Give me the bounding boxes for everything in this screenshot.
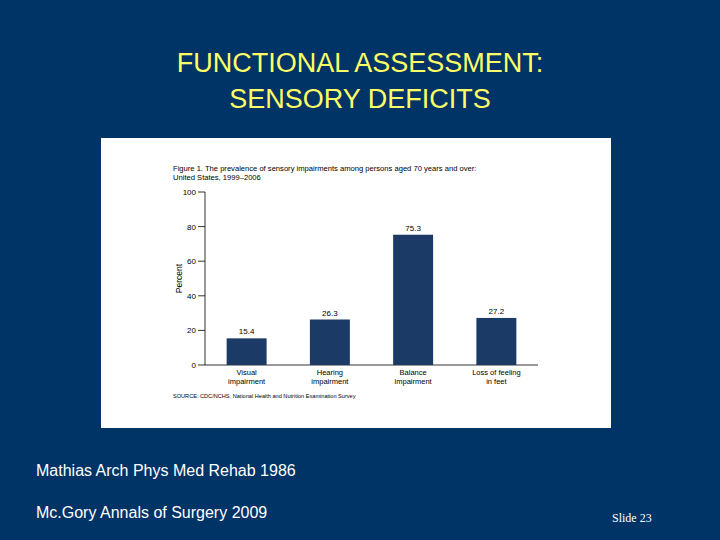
bar <box>310 320 350 365</box>
y-tick-label: 80 <box>187 223 196 232</box>
chart-title: Figure 1. The prevalence of sensory impa… <box>173 164 476 182</box>
bar <box>476 318 516 365</box>
y-tick-label: 20 <box>187 326 196 335</box>
y-tick <box>198 261 205 262</box>
y-tick <box>198 365 205 366</box>
y-axis-label: Percent <box>174 263 184 293</box>
data-label: 75.3 <box>405 224 421 233</box>
slide: FUNCTIONAL ASSESSMENT: SENSORY DEFICITS Fi… <box>0 0 720 540</box>
y-tick <box>198 226 205 227</box>
x-tick-label: Visualimpairment <box>228 368 266 386</box>
y-tick-label: 100 <box>183 188 197 197</box>
bars <box>227 235 517 365</box>
x-tick-label: Hearingimpairment <box>311 368 349 386</box>
y-tick <box>198 295 205 296</box>
slide-canvas: FUNCTIONAL ASSESSMENT: SENSORY DEFICITS Fi… <box>0 0 720 540</box>
y-tick-label: 60 <box>187 257 196 266</box>
source-note: SOURCE: CDC/NCHS, National Health and Nu… <box>173 393 356 399</box>
data-label: 26.3 <box>322 309 338 318</box>
data-label: 15.4 <box>239 327 255 336</box>
x-tick-label: Balanceimpairment <box>395 368 433 386</box>
bar <box>393 235 433 365</box>
reference: Mathias Arch Phys Med Rehab 1986 <box>36 462 296 479</box>
figure-panel <box>101 138 611 428</box>
y-tick-label: 0 <box>192 361 197 370</box>
y-tick-label: 40 <box>187 292 196 301</box>
slide-number: Slide 23 <box>612 511 652 525</box>
y-axis <box>205 192 206 365</box>
background <box>0 0 720 540</box>
slide-title: SENSORY DEFICITS <box>229 84 491 114</box>
x-tick-label: Loss of feelingin feet <box>472 368 520 386</box>
y-tick <box>198 330 205 331</box>
y-tick <box>198 192 205 193</box>
slide-title: FUNCTIONAL ASSESSMENT: <box>177 48 544 78</box>
reference: Mc.Gory Annals of Surgery 2009 <box>36 504 267 521</box>
data-label: 27.2 <box>489 307 505 316</box>
bar <box>227 338 267 365</box>
